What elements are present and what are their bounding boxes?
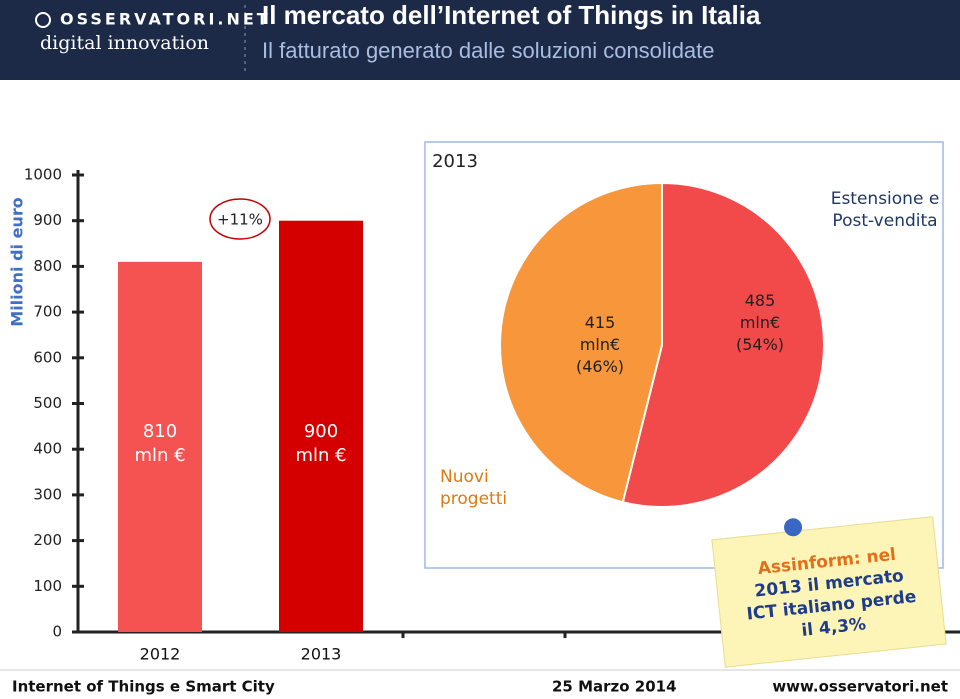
- y-tick-label: 500: [33, 394, 62, 412]
- slice-category: Nuovi progetti: [440, 467, 508, 509]
- y-tick-label: 600: [33, 348, 62, 366]
- slice-label: 485 mln€ (54%): [735, 291, 785, 354]
- y-tick-label: 1000: [24, 166, 62, 184]
- subtitle: Il fatturato generato dalle soluzioni co…: [262, 38, 715, 63]
- y-tick-label: 100: [33, 577, 62, 595]
- y-tick-label: 400: [33, 440, 62, 458]
- bar: [279, 220, 363, 632]
- pin: [784, 518, 803, 537]
- annotation-bubble: [209, 198, 271, 240]
- y-tick-label: 200: [33, 531, 62, 549]
- y-tick-label: 300: [33, 485, 62, 503]
- y-tick-label: 700: [33, 303, 62, 321]
- y-axis-label: Milioni di euro: [8, 197, 27, 326]
- y-tick-label: 0: [52, 623, 62, 641]
- value-label: 810 mln €: [134, 421, 186, 466]
- logo-icon: [35, 12, 51, 28]
- logo-tagline: digital innovation: [40, 32, 209, 54]
- header-band: [0, 0, 960, 80]
- x-tick-label: 2013: [301, 645, 342, 664]
- x-tick-label: 2012: [140, 645, 181, 664]
- value-label: 900 mln €: [295, 421, 347, 466]
- footer-left: Internet of Things e Smart City: [12, 678, 275, 696]
- logo-name: OSSERVATORI.NET: [60, 10, 271, 29]
- pie-slice: [499, 181, 663, 504]
- slice-label: 415 mln€ (46%): [575, 313, 625, 376]
- slice-category: Estensione e Post-vendita: [830, 189, 940, 231]
- y-tick-label: 900: [33, 211, 62, 229]
- footer-center: 25 Marzo 2014: [552, 678, 677, 696]
- y-tick-label: 800: [33, 257, 62, 275]
- annotation: +11%: [217, 211, 263, 229]
- footer-right: www.osservatori.net: [772, 678, 948, 696]
- title: Il mercato dell’Internet of Things in It…: [262, 0, 761, 30]
- pie-slice: [621, 181, 825, 508]
- bar: [118, 261, 202, 632]
- pie-title: 2013: [432, 151, 478, 172]
- note-paper: [711, 516, 947, 668]
